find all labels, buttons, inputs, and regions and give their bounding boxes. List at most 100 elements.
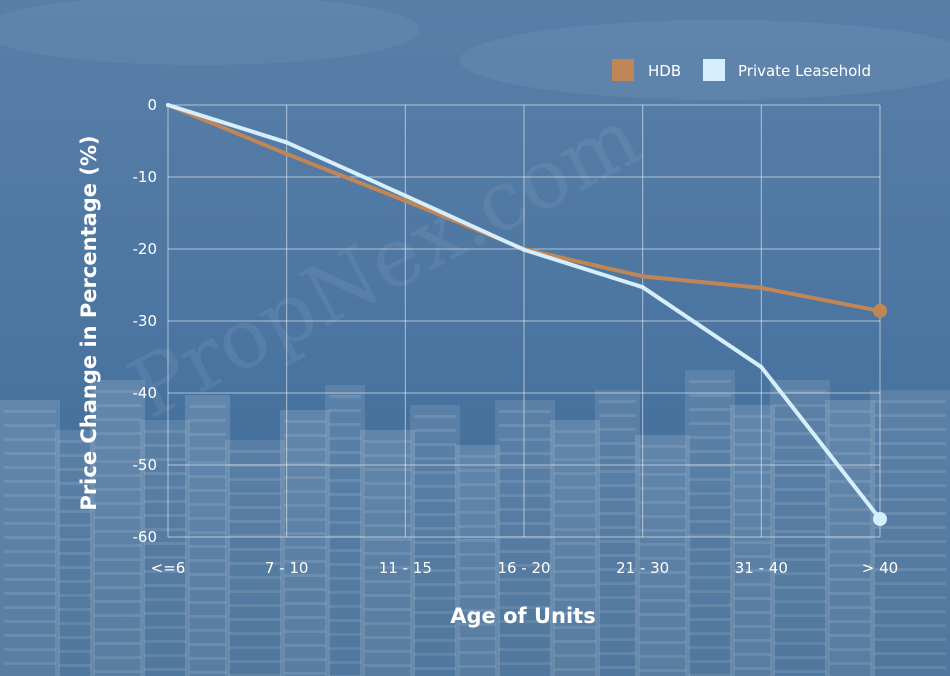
building-floor-line bbox=[364, 580, 411, 583]
building-floor-line bbox=[59, 566, 91, 569]
building-floor-line bbox=[554, 556, 596, 559]
building-floor-line bbox=[689, 590, 731, 593]
building-floor-line bbox=[364, 664, 411, 667]
building-floor-line bbox=[94, 642, 141, 645]
building-block bbox=[455, 445, 500, 676]
building-floor-line bbox=[829, 578, 871, 581]
building-floor-line bbox=[229, 660, 281, 663]
building-floor-line bbox=[774, 642, 826, 645]
building-floor-line bbox=[364, 636, 411, 639]
building-floor-line bbox=[874, 652, 946, 655]
building-floor-line bbox=[829, 452, 871, 455]
y-tick-label: -50 bbox=[133, 456, 158, 474]
building-floor-line bbox=[874, 540, 946, 543]
building-floor-line bbox=[4, 522, 56, 525]
building-floor-line bbox=[554, 640, 596, 643]
building-floor-line bbox=[639, 627, 686, 630]
building-floor-line bbox=[599, 624, 636, 627]
building-block bbox=[550, 420, 600, 676]
building-floor-line bbox=[229, 534, 281, 537]
building-floor-line bbox=[499, 508, 551, 511]
building-floor-line bbox=[639, 599, 686, 602]
building-floor-line bbox=[144, 640, 186, 643]
building-floor-line bbox=[229, 646, 281, 649]
building-floor-line bbox=[599, 526, 636, 529]
building-floor-line bbox=[94, 488, 141, 491]
legend: HDB Private Leasehold bbox=[612, 59, 871, 81]
building-floor-line bbox=[599, 484, 636, 487]
building-floor-line bbox=[774, 586, 826, 589]
building-floor-line bbox=[229, 562, 281, 565]
data-point-private-leasehold bbox=[873, 512, 887, 526]
building-floor-line bbox=[499, 452, 551, 455]
building-floor-line bbox=[59, 552, 91, 555]
x-tick-label: 31 - 40 bbox=[735, 559, 788, 577]
building-floor-line bbox=[284, 420, 326, 423]
building-floor-line bbox=[554, 486, 596, 489]
building-floor-line bbox=[639, 459, 686, 462]
building-floor-line bbox=[829, 620, 871, 623]
building-floor-line bbox=[189, 573, 226, 576]
data-point-private-leasehold bbox=[284, 140, 289, 145]
building-floor-line bbox=[144, 598, 186, 601]
building-floor-line bbox=[59, 650, 91, 653]
building-block bbox=[870, 390, 950, 676]
building-floor-line bbox=[734, 653, 771, 656]
building-floor-line bbox=[4, 410, 56, 413]
building-block bbox=[595, 390, 640, 676]
building-floor-line bbox=[144, 458, 186, 461]
building-floor-line bbox=[734, 555, 771, 558]
building-floor-line bbox=[284, 490, 326, 493]
x-tick-label: <=6 bbox=[151, 559, 186, 577]
building-floor-line bbox=[329, 661, 361, 664]
building-floor-line bbox=[689, 618, 731, 621]
building-floor-line bbox=[689, 478, 731, 481]
building-floor-line bbox=[734, 457, 771, 460]
building-floor-line bbox=[734, 527, 771, 530]
building-floor-line bbox=[874, 512, 946, 515]
building-floor-line bbox=[94, 628, 141, 631]
building-floor-line bbox=[4, 648, 56, 651]
building-floor-line bbox=[414, 653, 456, 656]
city-skyline bbox=[0, 370, 950, 676]
building-floor-line bbox=[414, 527, 456, 530]
building-floor-line bbox=[364, 524, 411, 527]
building-floor-line bbox=[689, 450, 731, 453]
building-floor-line bbox=[229, 548, 281, 551]
building-floor-line bbox=[144, 486, 186, 489]
x-tick-label: 7 - 10 bbox=[265, 559, 309, 577]
building-floor-line bbox=[689, 394, 731, 397]
building-floor-line bbox=[189, 545, 226, 548]
building-floor-line bbox=[499, 578, 551, 581]
building-floor-line bbox=[554, 598, 596, 601]
building-floor-line bbox=[189, 615, 226, 618]
building-floor-line bbox=[189, 419, 226, 422]
building-floor-line bbox=[284, 518, 326, 521]
building-floor-line bbox=[329, 409, 361, 412]
building-block bbox=[685, 370, 735, 676]
x-tick-label: 16 - 20 bbox=[497, 559, 550, 577]
building-floor-line bbox=[94, 418, 141, 421]
building-floor-line bbox=[689, 632, 731, 635]
building-floor-line bbox=[189, 629, 226, 632]
building-floor-line bbox=[284, 644, 326, 647]
building-floor-line bbox=[599, 652, 636, 655]
data-point-private-leasehold bbox=[403, 193, 408, 198]
y-tick-label: -10 bbox=[133, 168, 158, 186]
building-floor-line bbox=[59, 468, 91, 471]
building-floor-line bbox=[829, 634, 871, 637]
building-floor-line bbox=[329, 619, 361, 622]
building-floor-line bbox=[4, 620, 56, 623]
building-floor-line bbox=[554, 542, 596, 545]
building-floor-line bbox=[829, 494, 871, 497]
x-tick-label: 11 - 15 bbox=[379, 559, 432, 577]
building-floor-line bbox=[94, 460, 141, 463]
building-floor-line bbox=[459, 539, 496, 542]
building-floor-line bbox=[734, 415, 771, 418]
building-floor-line bbox=[414, 499, 456, 502]
building-floor-line bbox=[459, 553, 496, 556]
building-floor-line bbox=[59, 454, 91, 457]
building-floor-line bbox=[874, 624, 946, 627]
building-floor-line bbox=[774, 432, 826, 435]
building-floor-line bbox=[874, 414, 946, 417]
